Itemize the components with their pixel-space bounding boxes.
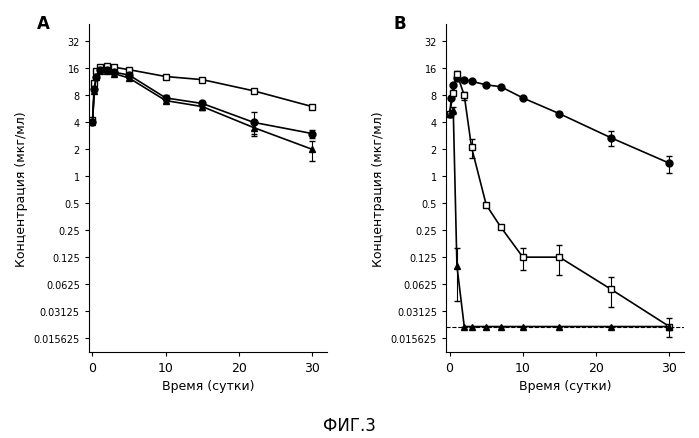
Y-axis label: Концентрация (мкг/мл): Концентрация (мкг/мл) xyxy=(372,111,385,266)
Text: A: A xyxy=(36,15,50,33)
X-axis label: Время (сутки): Время (сутки) xyxy=(519,379,611,392)
X-axis label: Время (сутки): Время (сутки) xyxy=(161,379,254,392)
Y-axis label: Концентрация (мкг/мл): Концентрация (мкг/мл) xyxy=(15,111,28,266)
Text: ФИГ.3: ФИГ.3 xyxy=(323,416,376,434)
Text: B: B xyxy=(394,15,406,33)
